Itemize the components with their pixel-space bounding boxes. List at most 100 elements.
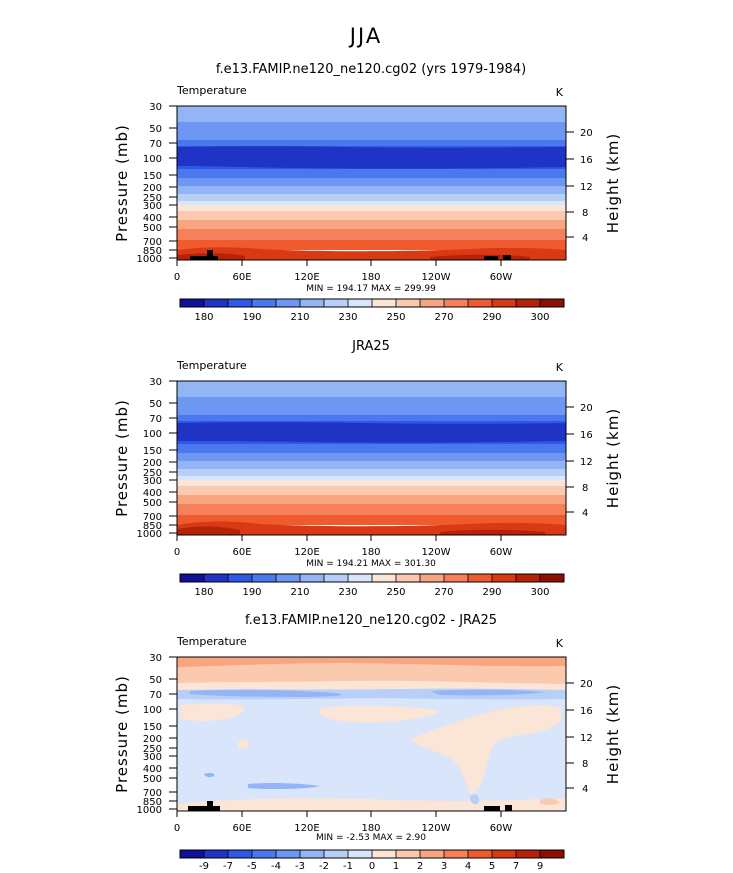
x-tick-label: 180 [361, 547, 380, 558]
x-tick-label: 180 [361, 823, 380, 834]
y-tick-label: 200 [143, 183, 162, 194]
colorbar-label: 3 [441, 861, 447, 872]
band [177, 178, 566, 187]
height-tick-label: 4 [582, 784, 588, 795]
y-tick-label: 850 [143, 797, 162, 808]
y-tick-label: 400 [143, 488, 162, 499]
panel-3: f.e13.FAMIP.ne120_ne120.cg02 - JRA25 Tem… [113, 613, 622, 872]
left-label: Temperature [176, 84, 247, 97]
y-tick-label: 250 [143, 468, 162, 479]
colorbar-label: 230 [338, 587, 357, 598]
band [177, 140, 566, 147]
colorbar-label: 5 [489, 861, 495, 872]
topography-mask [484, 256, 498, 260]
x-tick-label: 60E [232, 272, 251, 283]
colorbar-swatch [228, 574, 252, 582]
colorbar-label: -3 [295, 861, 305, 872]
y-axis-title: Pressure (mb) [113, 124, 131, 242]
band [204, 772, 215, 778]
colorbar-frame [179, 849, 565, 859]
colorbar-swatch [444, 299, 468, 307]
y-tick-label: 50 [149, 124, 162, 135]
y-ticks [169, 105, 177, 259]
y-tick-label: 700 [143, 237, 162, 248]
colorbar-swatch [180, 850, 204, 858]
band [470, 794, 480, 805]
colorbar-swatch [540, 574, 564, 582]
y-tick-label: 100 [143, 154, 162, 165]
topography-mask [503, 255, 511, 260]
colorbar-swatch [180, 574, 204, 582]
colorbar-swatch [444, 574, 468, 582]
topography-mask [207, 250, 213, 260]
colorbar-swatch [300, 850, 324, 858]
height-tick-label: 12 [580, 457, 593, 468]
x-ticks [176, 535, 502, 541]
x-tick-label: 120E [294, 547, 319, 558]
colorbar-label: 180 [194, 312, 213, 323]
band [177, 253, 530, 260]
colorbar-swatch [396, 850, 420, 858]
colorbar-label: 1 [393, 861, 399, 872]
colorbar-swatch [180, 299, 204, 307]
colorbar-swatch [252, 574, 276, 582]
colorbar-label: 180 [194, 587, 213, 598]
colorbar-swatch [468, 574, 492, 582]
band [177, 798, 566, 811]
y-axis-left: 30 50 70 100 150 200 250 300 400 500 700… [113, 653, 177, 816]
colorbar-label: 300 [530, 587, 549, 598]
colorbar-label: 250 [386, 312, 405, 323]
colorbar-swatch [324, 574, 348, 582]
colorbar-swatch [492, 574, 516, 582]
colorbar-swatch [372, 299, 396, 307]
y-tick-label: 400 [143, 764, 162, 775]
y-tick-label: 150 [143, 171, 162, 182]
y-axis-right-title: Height (km) [604, 684, 622, 784]
band [177, 205, 566, 213]
colorbar-swatch [396, 299, 420, 307]
colorbar-swatch [372, 850, 396, 858]
colorbar-swatch [372, 574, 396, 582]
colorbar-label: -4 [271, 861, 281, 872]
right-label: K [556, 86, 564, 99]
y-tick-label: 70 [149, 139, 162, 150]
y-axis-title: Pressure (mb) [113, 399, 131, 517]
band [177, 476, 566, 481]
colorbar-frame [179, 298, 565, 308]
colorbar-label: 250 [386, 587, 405, 598]
band [177, 397, 566, 416]
colorbar-label: -1 [343, 861, 353, 872]
colorbar-label: 9 [537, 861, 543, 872]
x-tick-label: 120W [422, 272, 451, 283]
topography-mask [484, 806, 500, 811]
colorbar-swatch [468, 850, 492, 858]
band [177, 657, 566, 667]
colorbar-swatch [540, 850, 564, 858]
plot-area [176, 656, 567, 812]
band [410, 705, 562, 795]
colorbar-label: 4 [465, 861, 471, 872]
y-axis-right-title: Height (km) [604, 133, 622, 233]
colorbar-swatch [324, 850, 348, 858]
colorbar-label: -2 [319, 861, 329, 872]
y-tick-label: 200 [143, 734, 162, 745]
y-ticks [169, 656, 177, 810]
x-axis: 0 60E 120E 180 120W 60W [174, 260, 512, 283]
x-tick-label: 0 [174, 547, 180, 558]
colorbar: -9 -7 -5 -4 -3 -2 -1 0 1 2 3 4 5 7 9 [179, 849, 565, 872]
y-tick-label: 30 [149, 102, 162, 113]
band [177, 220, 566, 230]
y-tick-label: 700 [143, 788, 162, 799]
y-axis-left: 30 50 70 100 150 200 250 300 400 500 700… [113, 377, 177, 540]
colorbar-label: 210 [290, 587, 309, 598]
y-axis-right: 20 16 12 8 4 Height (km) [566, 403, 622, 519]
y-tick-label: 70 [149, 414, 162, 425]
y-tick-label: 50 [149, 399, 162, 410]
panel-title: JRA25 [351, 339, 390, 354]
colorbar-swatch [516, 574, 540, 582]
y-tick-label: 200 [143, 458, 162, 469]
band [248, 782, 320, 790]
x-tick-label: 0 [174, 272, 180, 283]
colorbar: 180 190 210 230 250 270 290 300 [179, 573, 565, 598]
band [177, 480, 566, 488]
